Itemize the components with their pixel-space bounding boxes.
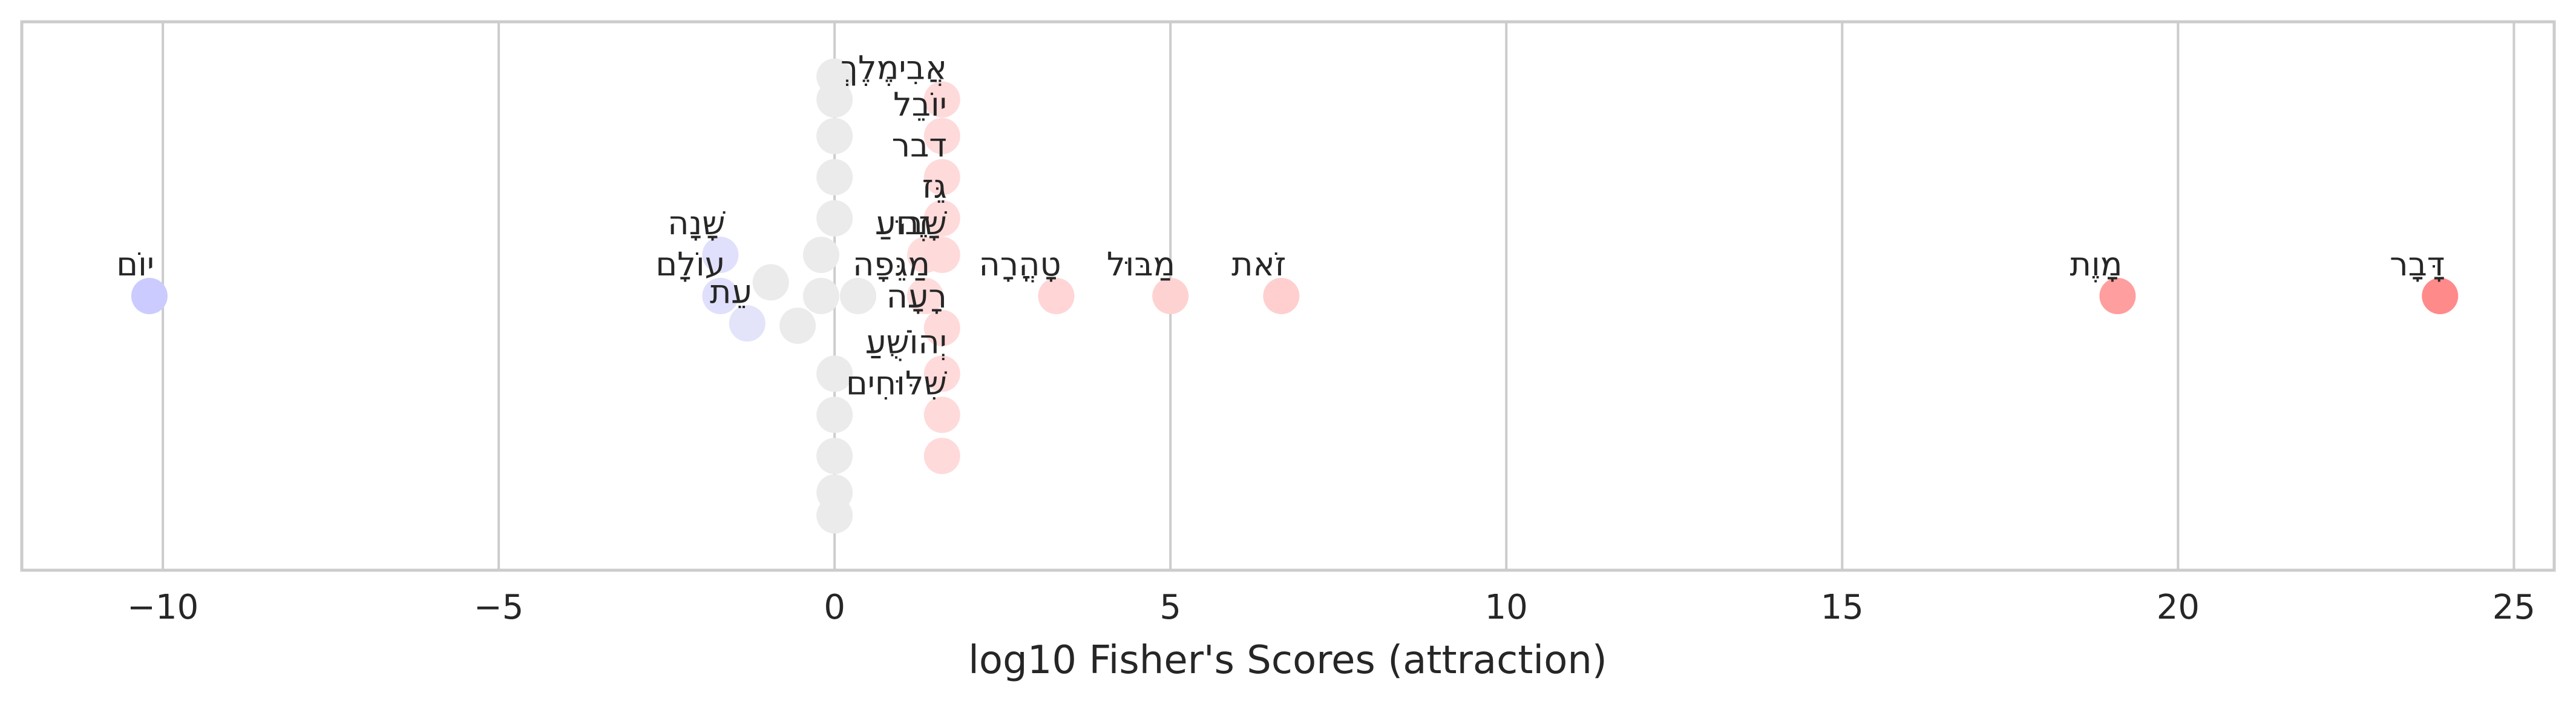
point-label: מַבּוּל	[1107, 245, 1175, 283]
data-point	[131, 278, 168, 314]
point-label: רָעָה	[887, 277, 947, 315]
x-tick-label: 20	[2157, 588, 2200, 627]
data-point	[729, 305, 765, 342]
point-label: מַגֵּפָה	[853, 245, 930, 283]
point-label: טָהֳרָה	[978, 245, 1061, 283]
x-tick-label: −10	[127, 588, 198, 627]
point-label: גֵּז	[922, 168, 947, 206]
x-tick-label: 0	[824, 588, 845, 627]
point-label: יוֹם	[116, 245, 154, 283]
data-point	[816, 355, 853, 392]
point-label: יוֹבֵל	[893, 85, 947, 123]
data-point	[907, 278, 944, 314]
x-tick-label: 15	[1821, 588, 1864, 627]
data-point	[702, 278, 739, 314]
gridlines	[162, 22, 2515, 570]
point-label: שִׁלּוּחִים	[846, 364, 948, 402]
point-label: מָוֶת	[2070, 245, 2123, 283]
plot-frame	[20, 20, 2556, 572]
data-point	[779, 308, 816, 344]
data-point	[816, 117, 853, 154]
x-tick-label: 5	[1159, 588, 1181, 627]
point-label: זֶה	[897, 204, 930, 242]
x-tick-label: 25	[2492, 588, 2535, 627]
point-label: עוֹלָם	[655, 245, 725, 283]
data-point	[923, 237, 960, 274]
data-point	[816, 81, 853, 118]
data-point	[816, 200, 853, 237]
data-point	[702, 237, 739, 274]
data-point	[2422, 278, 2459, 314]
data-point	[840, 278, 877, 314]
data-points	[131, 58, 2459, 534]
point-labels: יוֹם שָׁנָהעוֹלָםעֵת זֶהמַגֵּפָה אֲבִימֶלֶך…	[116, 48, 2445, 402]
x-axis-title: log10 Fisher's Scores (attraction)	[968, 638, 1607, 683]
data-point	[1038, 278, 1075, 314]
data-point	[923, 200, 960, 237]
data-point	[752, 264, 789, 301]
data-point	[923, 117, 960, 154]
data-point	[923, 309, 960, 346]
point-label: דָּבָר	[2390, 245, 2445, 283]
point-label: דבר	[892, 127, 947, 165]
data-point	[2099, 278, 2136, 314]
point-label: אֲבִימֶלֶךְ	[841, 48, 947, 87]
data-point	[1263, 278, 1300, 314]
point-label: עֵת	[710, 272, 752, 311]
data-point	[923, 81, 960, 118]
data-point	[923, 355, 960, 392]
x-tick-label: −5	[474, 588, 524, 627]
data-point	[816, 438, 853, 475]
data-point	[816, 497, 853, 534]
point-label: שָׁבוּעַ	[875, 204, 947, 242]
x-tick-label: 10	[1485, 588, 1528, 627]
point-label: שָׁנָה	[667, 204, 726, 242]
x-tick-labels: −10 −5 0 5 10 15 20 25	[127, 588, 2535, 627]
data-point	[816, 396, 853, 433]
data-point	[923, 396, 960, 433]
data-point	[923, 159, 960, 196]
data-point	[802, 278, 839, 314]
point-label: זֹאת	[1231, 245, 1286, 283]
data-point	[816, 159, 853, 196]
point-label: יְהוֹשֻׁעַ	[865, 323, 947, 361]
data-point	[802, 237, 839, 274]
data-point	[1152, 278, 1189, 314]
data-point	[923, 438, 960, 475]
